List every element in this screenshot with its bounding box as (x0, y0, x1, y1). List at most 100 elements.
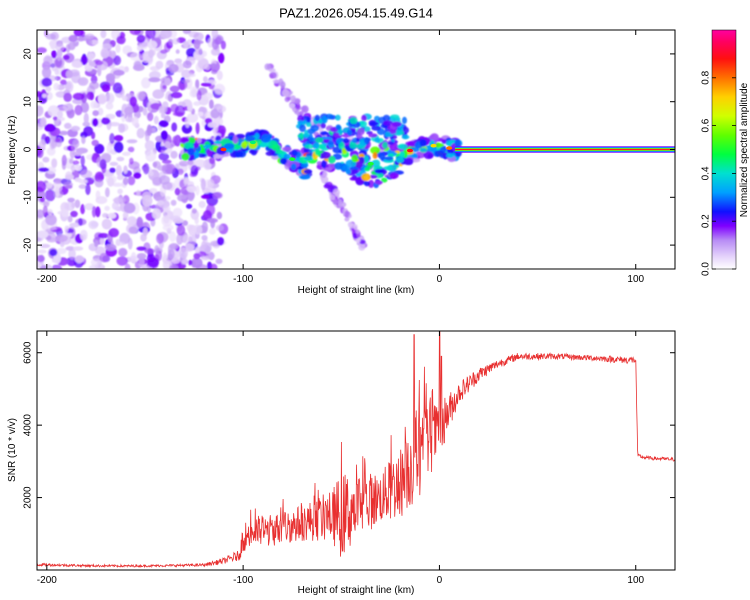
y-tick-label: 4000 (23, 414, 34, 437)
heatmap-cell (335, 114, 341, 121)
heatmap-cell (94, 60, 104, 66)
heatmap-cell (259, 142, 271, 147)
heatmap-cell (329, 184, 334, 191)
y-tick-label: 20 (23, 48, 34, 60)
heatmap-cell (191, 257, 203, 269)
heatmap-cell (193, 253, 201, 260)
heatmap-cell (169, 264, 179, 269)
heatmap-cell (272, 79, 280, 84)
heatmap-cell (83, 112, 89, 125)
heatmap-cell (186, 112, 199, 123)
snr-ylabel: SNR (10 * v/v) (7, 418, 18, 482)
heatmap-cell (136, 246, 147, 251)
heatmap-cell (419, 139, 427, 147)
heatmap-cell (37, 124, 44, 131)
heatmap-cell (72, 92, 85, 101)
heatmap-cell (55, 186, 60, 198)
heatmap-cell (64, 122, 72, 129)
heatmap-cell (88, 220, 99, 230)
heatmap-cell (184, 73, 196, 78)
x-tick-label: -200 (37, 575, 57, 586)
heatmap-cell (124, 263, 131, 269)
heatmap-cell (368, 133, 378, 138)
heatmap-cell (162, 159, 172, 164)
heatmap-cell (454, 139, 461, 148)
heatmap-cell (282, 146, 292, 152)
heatmap-cell (245, 135, 256, 142)
heatmap-cell (181, 152, 190, 161)
heatmap-cell (268, 68, 276, 73)
heatmap-cell (241, 141, 248, 149)
heatmap-cell (310, 124, 320, 132)
heatmap-cell (390, 114, 400, 120)
heatmap-cell (80, 155, 85, 167)
heatmap-cell (80, 55, 88, 66)
heatmap-cell (178, 160, 189, 167)
heatmap-peak (430, 143, 437, 148)
heatmap-cell (101, 43, 113, 50)
heatmap-cell (402, 116, 407, 124)
heatmap-cell (314, 114, 320, 122)
heatmap-cell (161, 163, 173, 175)
heatmap-cell (97, 107, 104, 116)
heatmap-cell (356, 128, 365, 136)
heatmap-cell (126, 139, 138, 144)
heatmap-cell (332, 198, 338, 205)
heatmap-cell (196, 137, 202, 144)
heatmap-cell (142, 227, 148, 237)
heatmap-cell (37, 180, 47, 193)
heatmap-cell (181, 79, 191, 84)
heatmap-cell (291, 149, 298, 156)
heatmap-cell (358, 243, 366, 251)
heatmap-cell (374, 137, 381, 143)
colorbar-ticks: 0.0 0.2 0.4 0.6 0.8 (701, 70, 736, 276)
heatmap-cell (320, 151, 331, 159)
heatmap-cell (171, 37, 180, 45)
heatmap-cell (349, 142, 358, 149)
heatmap-cell (369, 121, 379, 126)
heatmap-cell (127, 146, 135, 153)
heatmap-cell (387, 153, 395, 158)
heatmap-cell (133, 64, 145, 71)
heatmap-cell (194, 247, 200, 254)
heatmap-cell (207, 179, 215, 189)
heatmap-cell (100, 30, 107, 39)
heatmap-cell (108, 122, 120, 127)
figure-title: PAZ1.2026.054.15.49.G14 (279, 5, 433, 20)
heatmap-cell (56, 247, 67, 255)
heatmap-cell (197, 111, 204, 117)
heatmap-cell (338, 141, 345, 150)
heatmap-cell (183, 177, 189, 186)
heatmap-cell (435, 142, 442, 149)
colorbar-tick-label: 0.0 (701, 262, 712, 276)
snr-frame (36, 330, 676, 571)
heatmap-cell (394, 129, 403, 136)
heatmap-cell (158, 152, 170, 161)
heatmap-cell (41, 77, 52, 87)
heatmap-cell (271, 144, 281, 151)
heatmap-cell (332, 188, 340, 197)
heatmap-cell (45, 91, 53, 101)
heatmap-cell (214, 140, 223, 145)
heatmap-cell (182, 30, 192, 35)
heatmap-cell (167, 249, 175, 260)
heatmap-cell (160, 49, 168, 54)
x-tick-label: 0 (437, 575, 443, 586)
heatmap-cell (397, 143, 408, 150)
heatmap-cell (131, 252, 137, 262)
heatmap-cell (188, 259, 193, 266)
heatmap-cell (99, 252, 109, 263)
heatmap-cell (232, 135, 239, 144)
heatmap-cell (190, 234, 197, 246)
heatmap-cell (46, 166, 57, 175)
heatmap-cell (44, 189, 56, 202)
heatmap-cell (148, 49, 155, 59)
heatmap-cell (201, 235, 208, 241)
heatmap-cell (115, 164, 122, 177)
heatmap-cell (305, 122, 312, 127)
heatmap-cell (162, 224, 174, 231)
y-tick-label: -10 (23, 190, 34, 205)
heatmap-cell (112, 182, 124, 187)
heatmap-cell (122, 212, 129, 219)
heatmap-cell (40, 264, 47, 269)
